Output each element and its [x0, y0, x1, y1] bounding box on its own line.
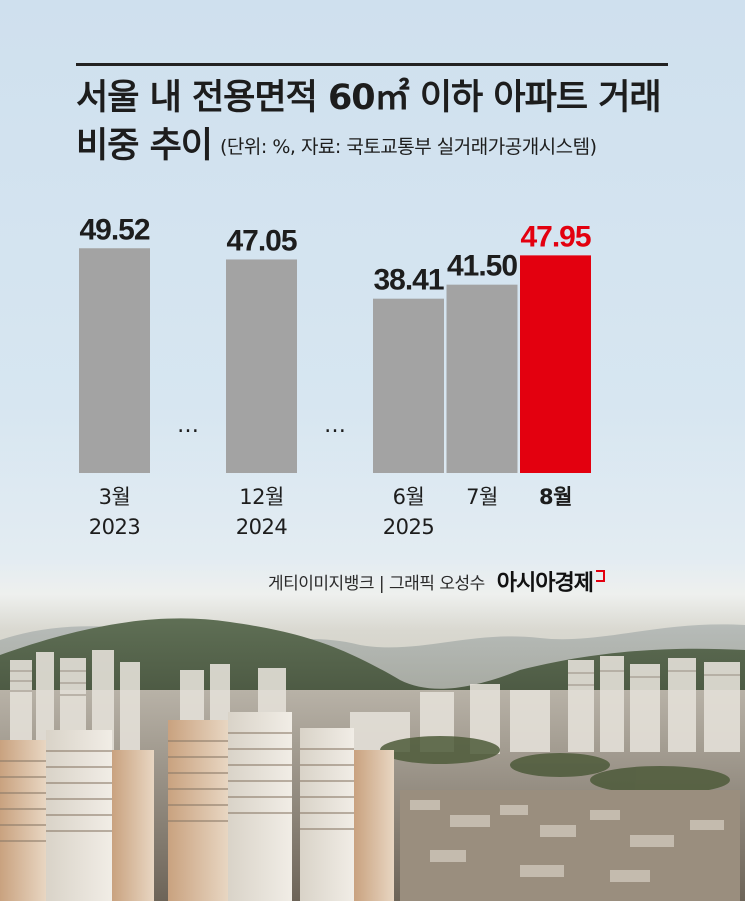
title-line-2-text: 비중 추이	[76, 126, 213, 166]
foreground-towers	[0, 712, 394, 901]
x-tick-label: 8월	[539, 485, 572, 509]
low-rise	[400, 790, 740, 901]
bar	[446, 284, 518, 473]
data-label: 47.95	[520, 220, 590, 253]
data-label: 47.05	[226, 224, 296, 257]
gap-ellipsis: …	[324, 413, 346, 438]
brand-logo: 아시아경제	[496, 571, 594, 596]
credit-text: 게티이미지뱅크 | 그래픽 오성수	[268, 573, 485, 594]
bar	[520, 255, 591, 473]
title-line-2: 비중 추이 (단위: %, 자료: 국토교통부 실거래가공개시스템)	[76, 122, 696, 171]
title-line-1: 서울 내 전용면적 60㎡ 이하 아파트 거래	[76, 78, 662, 118]
city-skyline-photo	[0, 618, 745, 901]
mid-windows	[10, 670, 740, 696]
bar-chart: 49.52 3월 2023 … 47.05 12월 2024 … 38.41 6월 2025 41.5…	[79, 213, 592, 539]
tower-windows	[0, 732, 354, 842]
chart-title: 서울 내 전용면적 60㎡ 이하 아파트 거래 비중 추이 (단위: %, 자료:…	[76, 74, 696, 171]
low-rise-roofs	[410, 800, 724, 882]
bar	[373, 298, 444, 473]
bar	[79, 248, 150, 473]
x-tick-label: 2023	[89, 515, 140, 539]
chart-subtitle: (단위: %, 자료: 국토교통부 실거래가공개시스템)	[220, 136, 597, 158]
title-rule	[76, 63, 668, 66]
x-tick-label: 3월	[99, 485, 131, 509]
data-label: 49.52	[79, 213, 149, 246]
x-tick-label: 7월	[466, 485, 498, 509]
x-tick-label: 2025	[383, 515, 434, 539]
data-label: 38.41	[373, 264, 443, 297]
x-tick-label: 2024	[236, 515, 288, 539]
gap-ellipsis: …	[177, 413, 199, 438]
data-label: 41.50	[447, 250, 517, 283]
x-tick-label: 12월	[239, 485, 284, 509]
brand-mark-icon	[595, 570, 605, 582]
trees	[380, 736, 730, 794]
x-tick-label: 6월	[393, 485, 425, 509]
bar	[226, 259, 297, 473]
credit-line: 게티이미지뱅크 | 그래픽 오성수 아시아경제	[268, 566, 605, 596]
